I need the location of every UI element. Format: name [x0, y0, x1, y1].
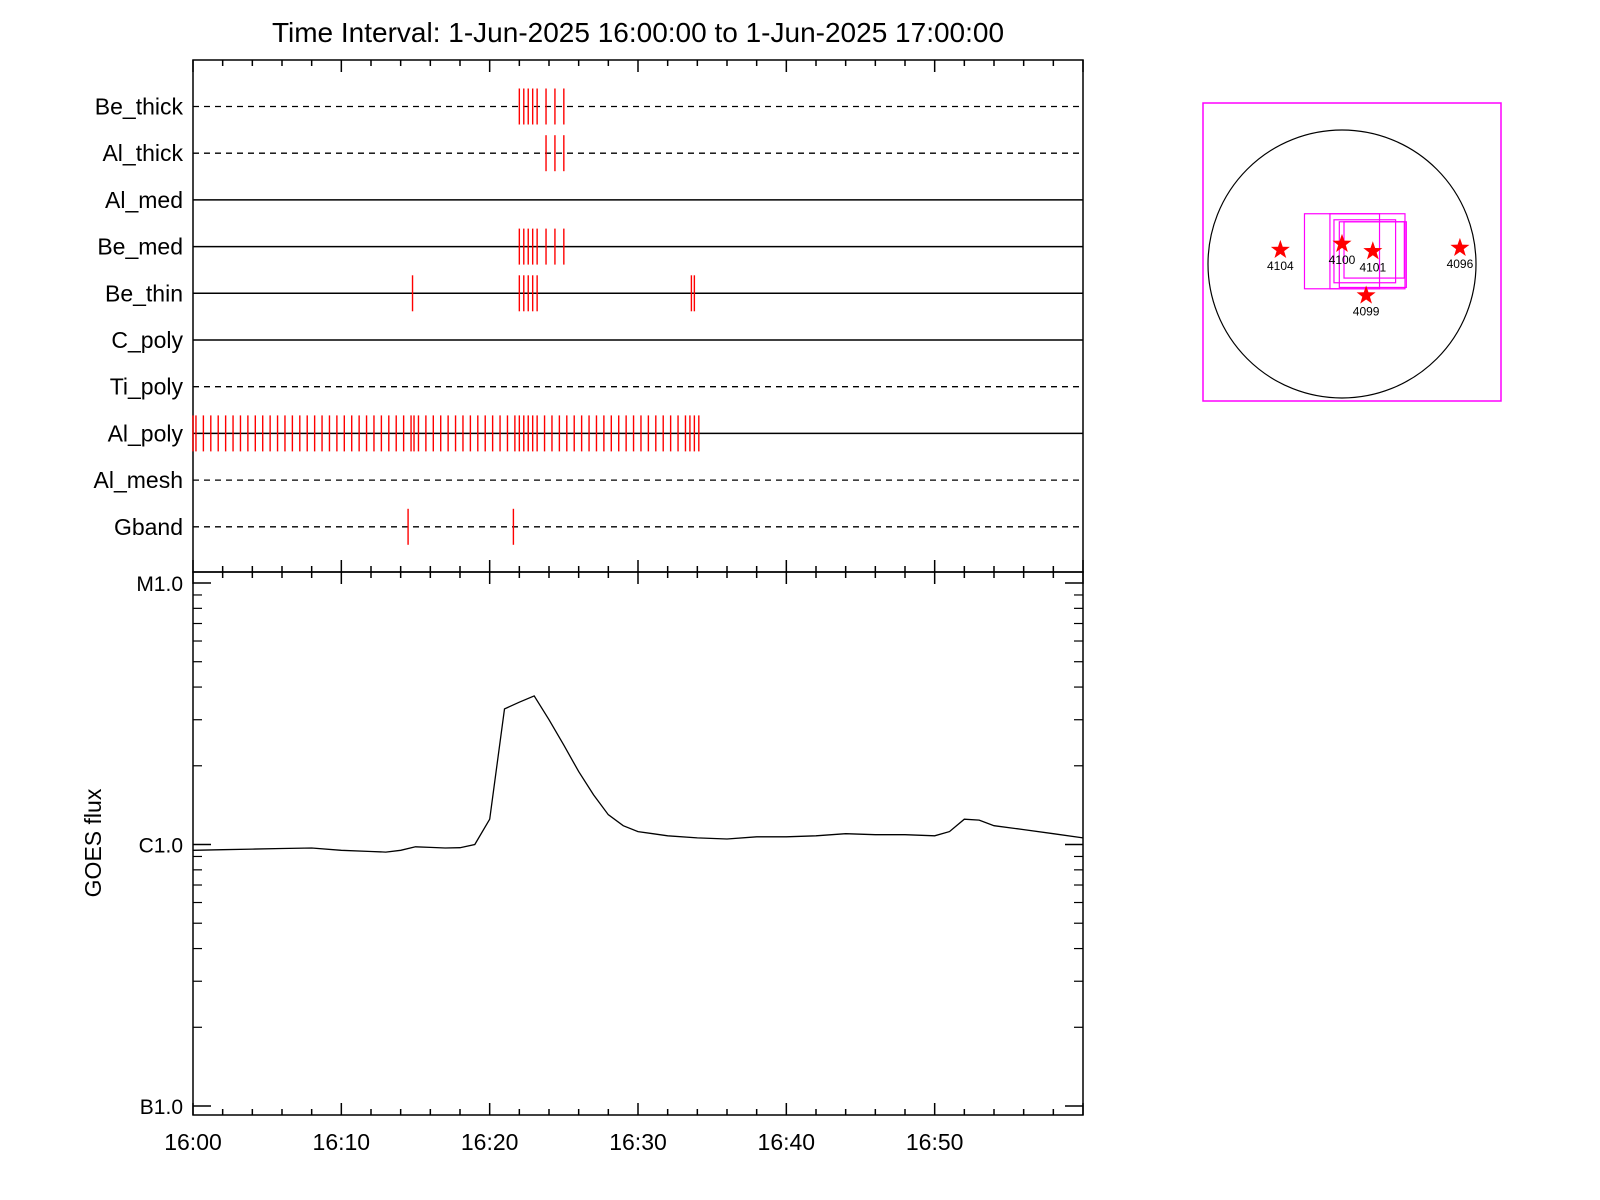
- region-label: 4100: [1329, 253, 1356, 267]
- x-tick-label: 16:20: [461, 1129, 519, 1155]
- event-raster-panel: Time Interval: 1-Jun-2025 16:00:00 to 1-…: [94, 17, 1084, 573]
- region-label: 4099: [1353, 304, 1380, 318]
- channel-label: Be_med: [97, 234, 183, 260]
- fov-box: [1333, 219, 1397, 284]
- channel-label: Al_mesh: [94, 467, 183, 493]
- goes-flux-panel: B1.0 C1.0 M1.0 16:00 16:10 16:20 16:30 16:40 16:…: [80, 571, 1084, 1155]
- region-star-marker: [1356, 285, 1376, 304]
- channel-label: Ti_poly: [110, 374, 184, 400]
- goes-flux-line: [192, 695, 1084, 853]
- raster-frame: [192, 59, 1084, 573]
- x-tick-label: 16:40: [758, 1129, 816, 1155]
- region-label: 4096: [1447, 257, 1474, 271]
- channel-label: Gband: [114, 514, 183, 540]
- channel-label: Al_thick: [102, 140, 183, 166]
- y-tick-label: C1.0: [139, 835, 183, 858]
- x-tick-label: 16:30: [609, 1129, 667, 1155]
- channel-label: C_poly: [111, 327, 183, 353]
- x-tick-label: 16:00: [164, 1129, 222, 1155]
- goes-frame: [192, 571, 1084, 1116]
- fov-box: [1343, 221, 1405, 279]
- region-star-marker: [1450, 237, 1470, 257]
- channel-label: Be_thick: [95, 94, 184, 120]
- y-tick-label: M1.0: [136, 573, 183, 596]
- x-tick-label: 16:10: [313, 1129, 371, 1155]
- region-star-marker: [1332, 233, 1352, 252]
- channel-label: Al_med: [105, 187, 183, 213]
- solar-limb: [1207, 129, 1477, 399]
- region-label: 4101: [1359, 260, 1386, 274]
- y-tick-label: B1.0: [140, 1096, 183, 1119]
- region-label: 4104: [1267, 259, 1294, 273]
- x-tick-label: 16:50: [906, 1129, 964, 1155]
- region-star-marker: [1270, 239, 1290, 259]
- channel-label: Be_thin: [105, 280, 183, 306]
- fov-box: [1329, 213, 1406, 290]
- channel-label: Al_poly: [108, 420, 184, 446]
- map-frame: [1202, 102, 1502, 402]
- y-axis-label: GOES flux: [80, 788, 106, 897]
- chart-title: Time Interval: 1-Jun-2025 16:00:00 to 1-…: [272, 17, 1004, 48]
- region-star-marker: [1363, 241, 1383, 260]
